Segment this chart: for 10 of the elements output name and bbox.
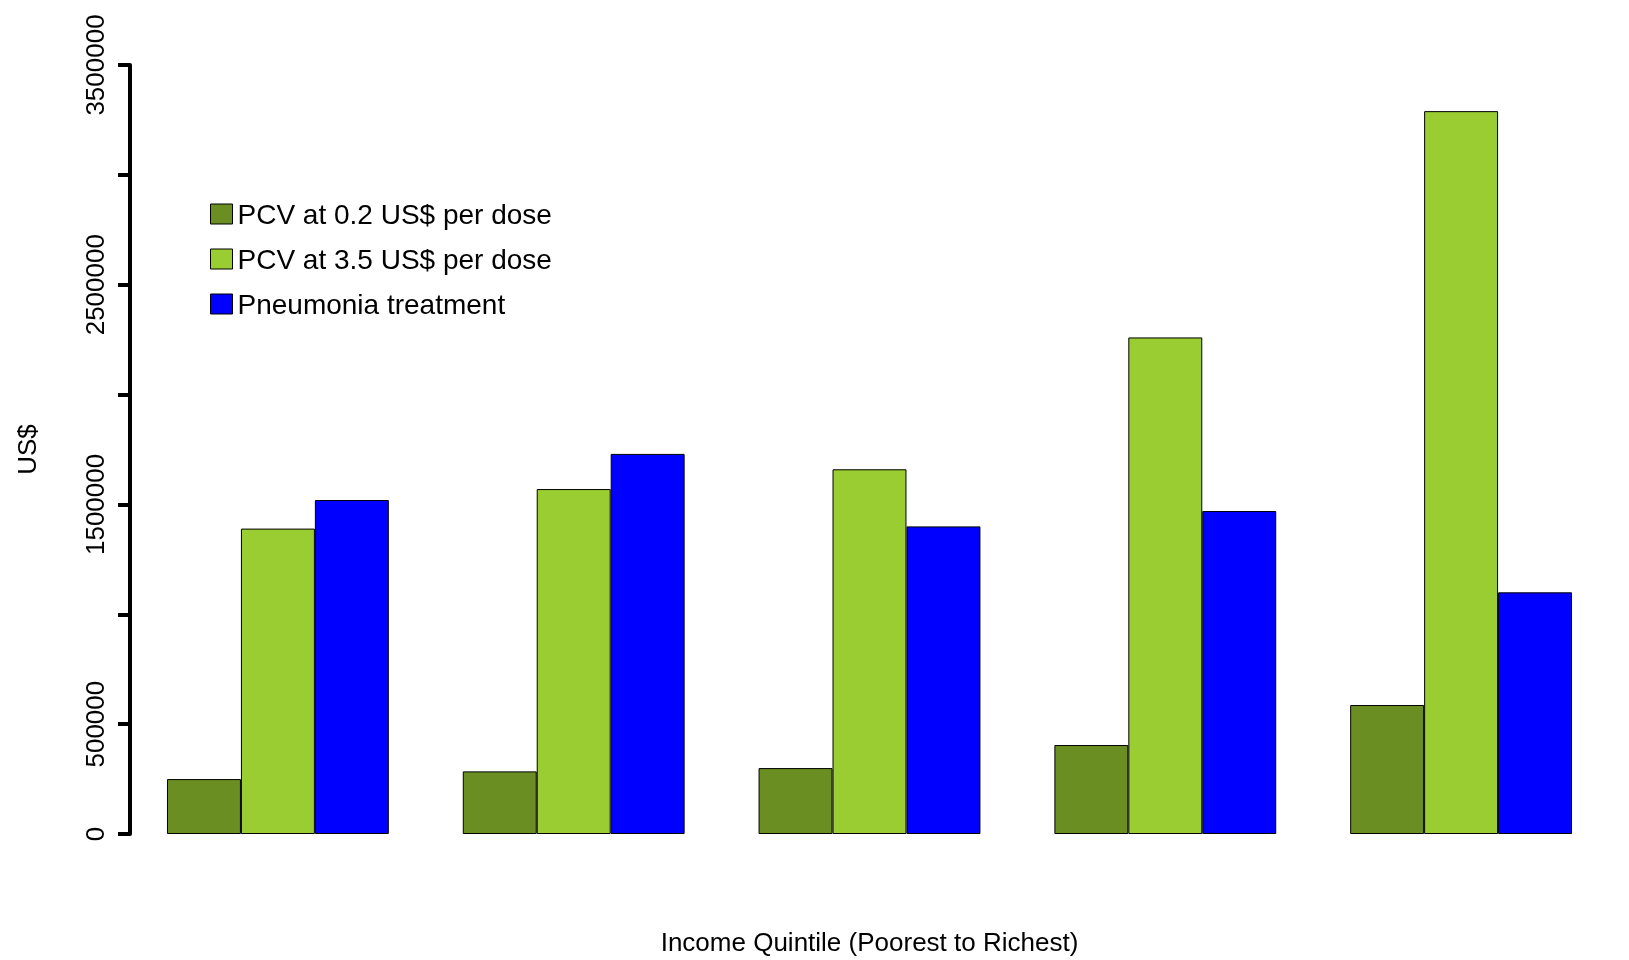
y-tick-label: 3500000 — [80, 14, 110, 116]
legend-label: PCV at 3.5 US$ per dose — [237, 243, 552, 275]
x-axis-title: Income Quintile (Poorest to Richest) — [660, 927, 1079, 957]
legend-label: PCV at 0.2 US$ per dose — [237, 198, 552, 230]
legend-label: Pneumonia treatment — [237, 288, 506, 320]
y-tick-label: 500000 — [80, 680, 110, 768]
y-axis-title: US$ — [12, 423, 42, 475]
y-tick-label: 1500000 — [80, 453, 110, 556]
y-tick-label: 0 — [80, 826, 110, 842]
y-tick-label: 2500000 — [80, 234, 110, 336]
